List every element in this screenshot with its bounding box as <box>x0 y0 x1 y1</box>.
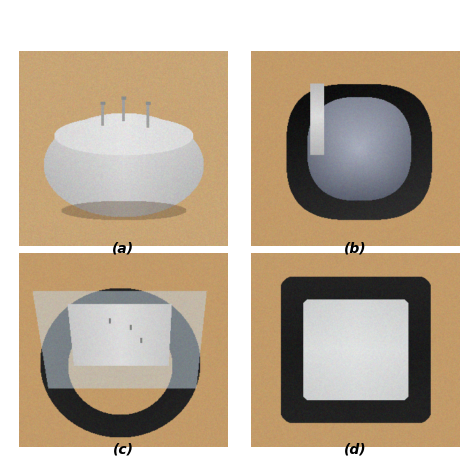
Text: (c): (c) <box>113 442 134 456</box>
Text: (d): (d) <box>344 442 367 456</box>
Text: (a): (a) <box>112 241 134 255</box>
Text: (b): (b) <box>344 241 367 255</box>
